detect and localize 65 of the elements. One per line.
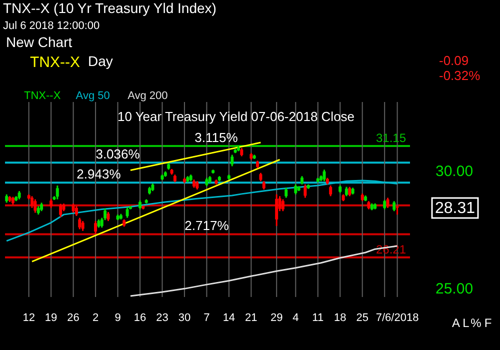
- text: F: [484, 316, 492, 330]
- x-tick-label: 16: [134, 312, 146, 324]
- x-tick-label: 23: [156, 312, 168, 324]
- candlestick: [275, 194, 278, 227]
- candlestick: [348, 186, 352, 197]
- x-tick-label: 18: [334, 312, 346, 324]
- chart-title: TNX--X (10 Yr Treasury Yld Index): [3, 0, 216, 16]
- x-tick-label: 30: [178, 312, 191, 324]
- candlestick: [78, 217, 82, 230]
- text: %: [470, 316, 482, 330]
- candlestick: [59, 203, 62, 218]
- x-tick-label: 26: [67, 312, 80, 324]
- annotation: 2.943%: [76, 166, 122, 182]
- candlestick: [34, 198, 37, 214]
- candlestick: [106, 211, 110, 222]
- candlestick: [56, 184, 59, 200]
- candlestick: [392, 200, 396, 212]
- x-tick-label: 29: [270, 312, 283, 324]
- candlestick: [329, 184, 332, 197]
- y-tick-label: 30.00: [436, 162, 474, 180]
- candlestick: [304, 184, 307, 198]
- text: A: [452, 316, 460, 330]
- y-tick-label: 25.00: [436, 280, 474, 298]
- chart-subtitle: Jul 6 2018 12:00:00: [3, 20, 100, 32]
- candlestick: [74, 205, 78, 217]
- ref-line-label: 31.15: [376, 131, 406, 146]
- x-tick-label: 4: [292, 312, 299, 324]
- candlestick: [94, 220, 98, 235]
- text: Avg 200: [128, 90, 168, 102]
- text: TNX--X: [30, 54, 80, 71]
- candlestick: [230, 154, 234, 167]
- x-tick-label: 11: [312, 312, 324, 324]
- x-tick-label: 7: [204, 312, 210, 324]
- text: 28.31: [434, 200, 476, 217]
- x-tick-label: 12: [22, 312, 35, 324]
- x-tick-label: 2: [92, 312, 99, 324]
- candlestick: [383, 199, 386, 210]
- candlestick: [50, 198, 53, 209]
- text: TNX--X: [24, 90, 62, 102]
- candlestick: [386, 196, 390, 209]
- x-tick-label: 25: [356, 312, 368, 324]
- candlestick: [30, 195, 34, 209]
- annotation: 3.036%: [96, 146, 140, 162]
- annotation: 3.115%: [194, 130, 238, 146]
- candlestick: [322, 168, 326, 182]
- text: -0.09: [439, 53, 469, 68]
- candlestick: [284, 186, 288, 198]
- annotation: 2.717%: [184, 218, 230, 234]
- text: Avg 50: [76, 90, 110, 102]
- text: -0.32%: [439, 68, 481, 83]
- candlestick: [281, 198, 284, 212]
- x-tick-label: 14: [222, 312, 236, 324]
- candlestick: [81, 220, 84, 232]
- candlestick: [126, 206, 129, 219]
- candlestick: [344, 186, 348, 197]
- x-tick-label: 21: [245, 312, 258, 324]
- x-tick-label: 7/6/2018: [376, 312, 419, 324]
- x-tick-label: 9: [114, 312, 121, 324]
- text: New Chart: [6, 34, 72, 50]
- candlestick: [294, 184, 298, 196]
- x-tick-label: 19: [44, 312, 58, 324]
- candlestick: [72, 202, 75, 214]
- text: L: [462, 316, 470, 330]
- annotation: 10 Year Treasury Yield 07-06-2018 Close: [117, 109, 355, 124]
- text: Day: [88, 53, 113, 69]
